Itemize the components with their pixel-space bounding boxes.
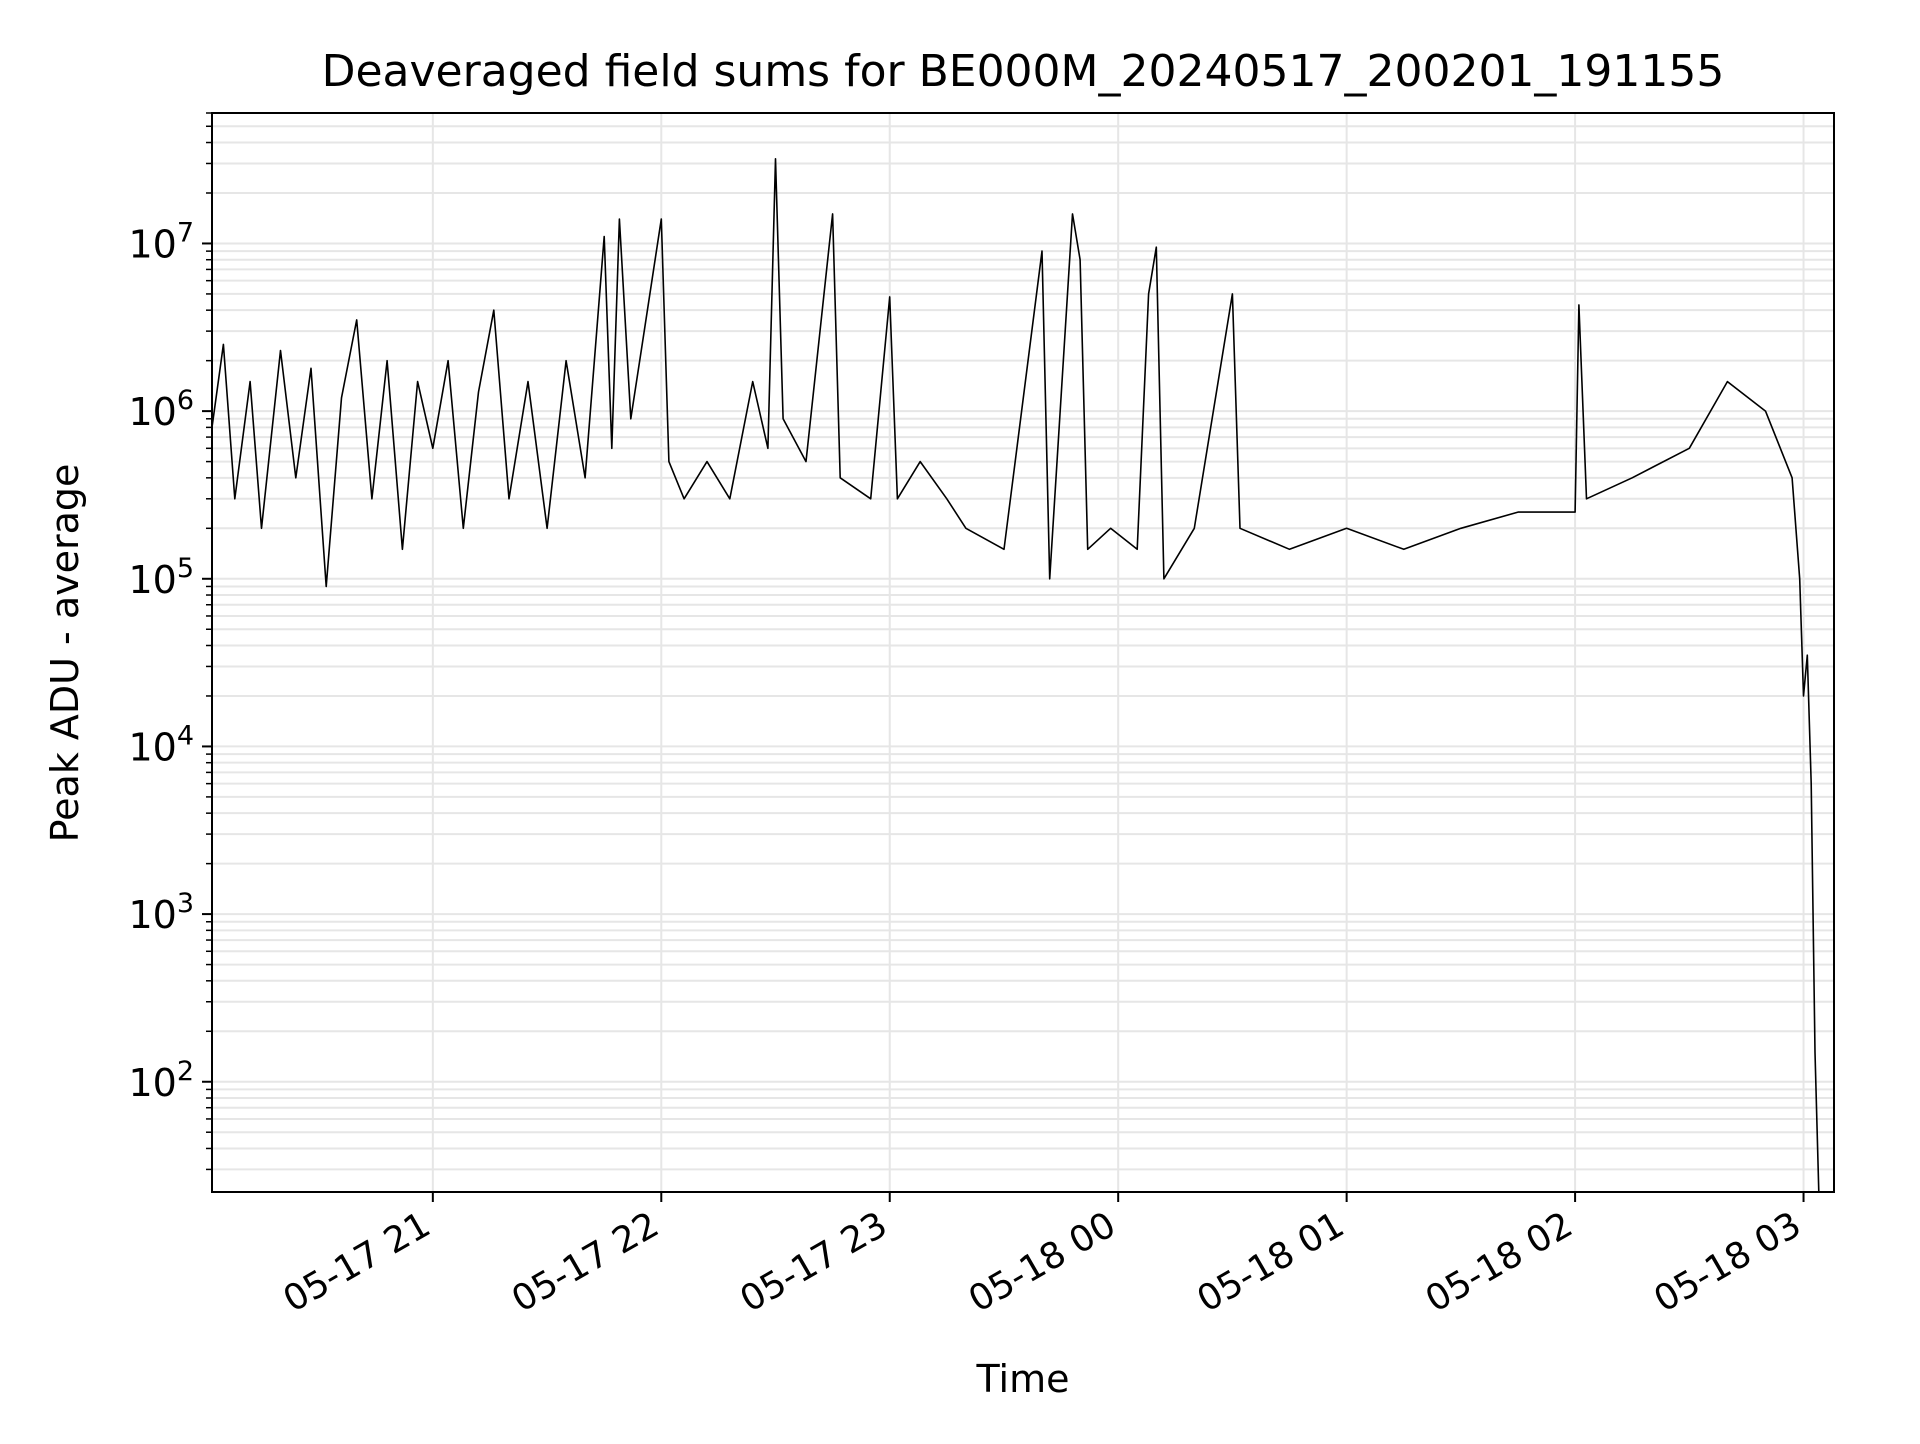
data-series [211,158,1820,1193]
x-tick-label: 05-18 02 [1419,1204,1580,1320]
x-tick-label: 05-18 00 [962,1204,1123,1320]
y-tick-label: 106 [128,385,194,434]
x-tick-label: 05-18 03 [1647,1204,1808,1320]
y-axis-label: Peak ADU - average [43,464,87,843]
grid [212,112,1834,1192]
y-tick-label: 103 [128,888,194,937]
y-tick-label: 104 [128,720,194,769]
y-tick-label: 107 [128,217,194,266]
x-tick-label: 05-17 23 [734,1204,895,1320]
x-tick-label: 05-17 22 [505,1204,666,1320]
x-tick-label: 05-17 21 [277,1204,438,1320]
y-tick-label: 105 [128,553,194,602]
x-axis-label: Time [976,1357,1070,1401]
series-line-0 [211,158,1820,1193]
plot-frame [211,112,1835,1193]
chart-title: Deaveraged field sums for BE000M_2024051… [322,46,1725,97]
x-tick-label: 05-18 01 [1190,1204,1351,1320]
y-tick-label: 102 [128,1056,194,1105]
